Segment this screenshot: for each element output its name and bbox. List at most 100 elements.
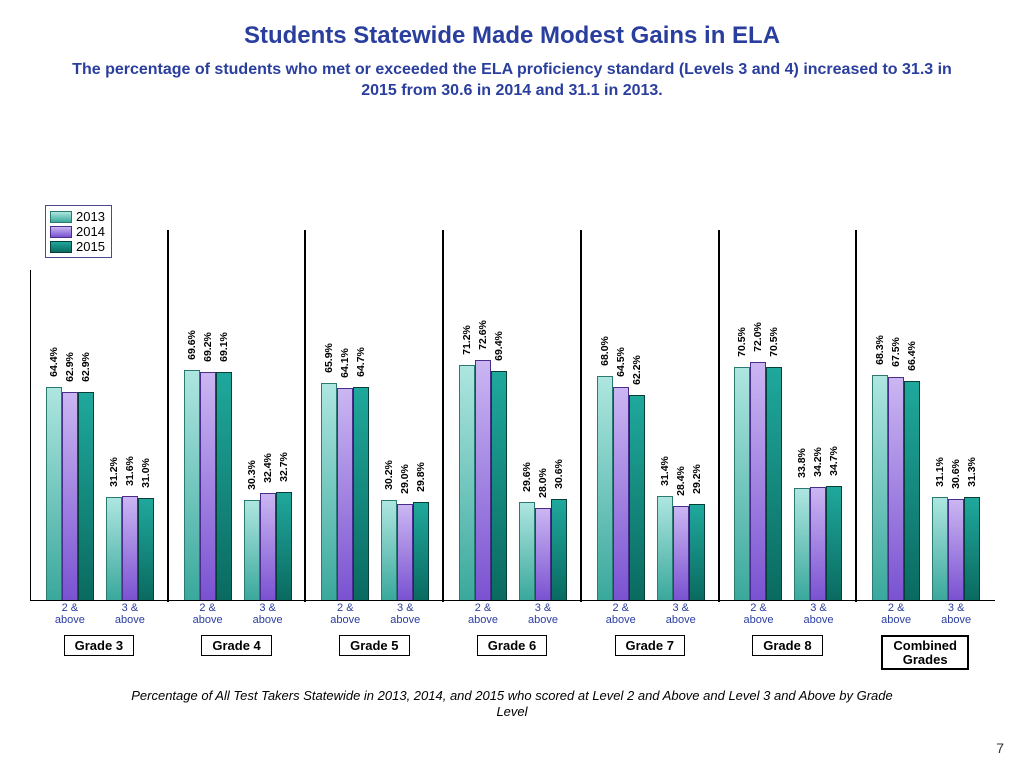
- bar: 62.2%: [629, 395, 645, 600]
- bar-value-label: 31.2%: [108, 457, 120, 487]
- bar-cluster: 30.2%29.0%29.8%3 &above: [381, 270, 429, 600]
- cluster-label: 2 &above: [743, 603, 773, 626]
- bar: 28.0%: [535, 508, 551, 600]
- group-label: Grade 7: [581, 635, 719, 670]
- bar: 69.1%: [216, 372, 232, 600]
- bar: 29.2%: [689, 504, 705, 600]
- bar: 70.5%: [766, 367, 782, 600]
- bar: 31.6%: [122, 496, 138, 600]
- cluster-label: 3 &above: [253, 603, 283, 626]
- bar-value-label: 31.6%: [124, 456, 136, 486]
- bar-cluster: 68.0%64.5%62.2%2 &above: [597, 270, 645, 600]
- bar-value-label: 28.0%: [537, 468, 549, 498]
- bar-value-label: 34.2%: [812, 447, 824, 477]
- bar-cluster: 71.2%72.6%69.4%2 &above: [459, 270, 507, 600]
- bar: 71.2%: [459, 365, 475, 600]
- bar: 64.5%: [613, 387, 629, 600]
- bar-value-label: 70.5%: [736, 327, 748, 357]
- cluster-label: 3 &above: [803, 603, 833, 626]
- bar-value-label: 64.1%: [339, 349, 351, 379]
- group-label: Grade 6: [443, 635, 581, 670]
- bar: 34.2%: [810, 487, 826, 600]
- bar-cluster: 70.5%72.0%70.5%2 &above: [734, 270, 782, 600]
- bar-value-label: 30.6%: [950, 459, 962, 489]
- cluster-label: 2 &above: [193, 603, 223, 626]
- cluster-label: 2 &above: [606, 603, 636, 626]
- bar-value-label: 31.4%: [659, 457, 671, 487]
- bar: 31.3%: [964, 497, 980, 600]
- group-label: Grade 4: [168, 635, 306, 670]
- bar-value-label: 62.9%: [80, 353, 92, 383]
- bar: 70.5%: [734, 367, 750, 600]
- bar-cluster: 64.4%62.9%62.9%2 &above: [46, 270, 94, 600]
- group-label: Grade 3: [30, 635, 168, 670]
- bar-value-label: 67.5%: [890, 337, 902, 367]
- cluster-label: 3 &above: [390, 603, 420, 626]
- bar-value-label: 66.4%: [906, 341, 918, 371]
- bar: 32.4%: [260, 493, 276, 600]
- bar-cluster: 29.6%28.0%30.6%3 &above: [519, 270, 567, 600]
- bar: 65.9%: [321, 383, 337, 600]
- chart-legend: 201320142015: [45, 205, 112, 258]
- bar: 69.4%: [491, 371, 507, 600]
- chart-group: 70.5%72.0%70.5%2 &above33.8%34.2%34.7%3 …: [720, 270, 858, 600]
- chart-group: 69.6%69.2%69.1%2 &above30.3%32.4%32.7%3 …: [169, 270, 307, 600]
- bar-value-label: 69.4%: [493, 331, 505, 361]
- bar: 30.2%: [381, 500, 397, 600]
- legend-item: 2015: [50, 239, 105, 254]
- bar-value-label: 31.3%: [966, 457, 978, 487]
- bar-cluster: 31.2%31.6%31.0%3 &above: [106, 270, 154, 600]
- bar-cluster: 68.3%67.5%66.4%2 &above: [872, 270, 920, 600]
- cluster-label: 2 &above: [330, 603, 360, 626]
- legend-item: 2014: [50, 224, 105, 239]
- bar: 31.4%: [657, 496, 673, 600]
- bar-value-label: 64.4%: [48, 348, 60, 378]
- bar-value-label: 33.8%: [796, 449, 808, 479]
- chart-group: 65.9%64.1%64.7%2 &above30.2%29.0%29.8%3 …: [306, 270, 444, 600]
- bar-value-label: 30.3%: [246, 460, 258, 490]
- bar-value-label: 72.6%: [477, 321, 489, 351]
- group-label: CombinedGrades: [856, 635, 994, 670]
- bar-value-label: 28.4%: [675, 466, 687, 496]
- subtitle: The percentage of students who met or ex…: [60, 60, 964, 102]
- bar: 28.4%: [673, 506, 689, 600]
- bar: 34.7%: [826, 486, 842, 601]
- chart-group: 71.2%72.6%69.4%2 &above29.6%28.0%30.6%3 …: [444, 270, 582, 600]
- bar-value-label: 69.6%: [186, 330, 198, 360]
- chart-group: 68.0%64.5%62.2%2 &above31.4%28.4%29.2%3 …: [582, 270, 720, 600]
- cluster-label: 3 &above: [528, 603, 558, 626]
- cluster-label: 3 &above: [115, 603, 145, 626]
- bar: 69.6%: [184, 370, 200, 600]
- bar-value-label: 62.2%: [631, 355, 643, 385]
- bar-value-label: 71.2%: [461, 325, 473, 355]
- bar: 32.7%: [276, 492, 292, 600]
- bar: 68.0%: [597, 376, 613, 600]
- bar: 67.5%: [888, 377, 904, 600]
- bar-value-label: 69.1%: [218, 332, 230, 362]
- group-label: Grade 5: [305, 635, 443, 670]
- bar: 62.9%: [78, 392, 94, 600]
- cluster-label: 2 &above: [881, 603, 911, 626]
- cluster-label: 3 &above: [666, 603, 696, 626]
- bar: 30.3%: [244, 500, 260, 600]
- bar: 64.1%: [337, 388, 353, 600]
- bar-value-label: 30.2%: [383, 460, 395, 490]
- bar-value-label: 29.0%: [399, 464, 411, 494]
- group-label: Grade 8: [719, 635, 857, 670]
- bar-cluster: 31.4%28.4%29.2%3 &above: [657, 270, 705, 600]
- bar: 29.0%: [397, 504, 413, 600]
- bar: 31.1%: [932, 497, 948, 600]
- bar: 62.9%: [62, 392, 78, 600]
- bar-value-label: 68.3%: [874, 335, 886, 365]
- bar-cluster: 30.3%32.4%32.7%3 &above: [244, 270, 292, 600]
- chart-caption: Percentage of All Test Takers Statewide …: [120, 688, 904, 721]
- bar-value-label: 68.0%: [599, 336, 611, 366]
- bar-value-label: 69.2%: [202, 332, 214, 362]
- legend-item: 2013: [50, 209, 105, 224]
- bar-value-label: 32.4%: [262, 453, 274, 483]
- bar-chart: 64.4%62.9%62.9%2 &above31.2%31.6%31.0%3 …: [30, 270, 995, 601]
- bar: 31.2%: [106, 497, 122, 600]
- bar: 72.0%: [750, 362, 766, 600]
- bar: 30.6%: [551, 499, 567, 600]
- bar-cluster: 65.9%64.1%64.7%2 &above: [321, 270, 369, 600]
